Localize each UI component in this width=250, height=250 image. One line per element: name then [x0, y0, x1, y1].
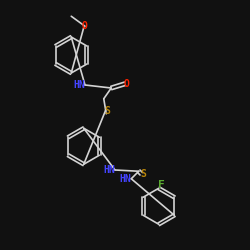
Text: HN: HN: [119, 174, 131, 184]
Text: O: O: [82, 21, 88, 31]
Text: F: F: [158, 180, 164, 190]
Text: HN: HN: [103, 165, 115, 175]
Text: O: O: [123, 79, 129, 89]
Text: S: S: [104, 106, 110, 116]
Text: S: S: [141, 169, 147, 179]
Text: HN: HN: [73, 80, 85, 90]
